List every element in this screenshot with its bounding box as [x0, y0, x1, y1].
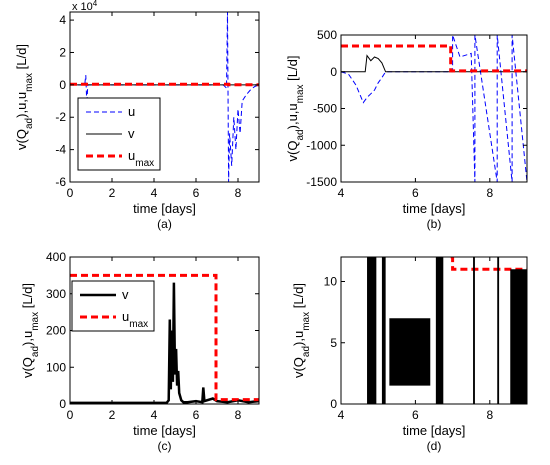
- panel-caption: (c): [158, 439, 172, 453]
- y-tick-label: -4: [55, 143, 66, 157]
- panel-c: 0 2 4 6 8 0 100 200 300 400 time [days](c) v(Qad),u…: [20, 250, 260, 453]
- v-oscillation-band: [381, 257, 386, 404]
- y-tick-label: 0: [330, 65, 337, 79]
- v-oscillation-band: [389, 318, 431, 386]
- y-tick-label: 0: [59, 397, 66, 411]
- series-v-b: [341, 54, 527, 73]
- v-oscillation-band: [473, 257, 475, 404]
- v-oscillation-band: [367, 257, 377, 404]
- y-axis-label: v(Qad),umax [L/d]: [20, 283, 41, 378]
- y-tick-label: -1500: [306, 175, 337, 189]
- x-tick-label: 6: [193, 186, 200, 200]
- y-tick-label: 4: [59, 13, 66, 27]
- x-tick-label: 6: [193, 408, 200, 422]
- x-tick-label: 0: [67, 408, 74, 422]
- x-tick-label: 4: [151, 186, 158, 200]
- y-tick-label: 5: [330, 336, 337, 350]
- legend-label-u-max: umax: [122, 309, 148, 330]
- y-tick-label: 300: [46, 287, 66, 301]
- v-oscillation-band: [497, 257, 500, 404]
- x-tick-label: 6: [412, 408, 419, 422]
- x-axis-label: time [days]: [133, 423, 196, 438]
- y-tick-label: 0: [330, 397, 337, 411]
- x-axis-label: time [days]: [403, 423, 466, 438]
- y-tick-label: -6: [55, 175, 66, 189]
- y-tick-label: -2: [55, 110, 66, 124]
- series-u-max-c: [70, 273, 259, 402]
- x-axis-label: time [days]: [403, 201, 466, 216]
- y-axis-label: v(Qad),umax [L/d]: [291, 283, 312, 378]
- legend-box: [71, 280, 155, 332]
- y-tick-label: -1000: [306, 138, 337, 152]
- series-u-max-a: [70, 82, 259, 87]
- series-u-b: [341, 35, 527, 182]
- axes-frame-a: [69, 11, 260, 183]
- x-tick-label: 4: [338, 408, 345, 422]
- panel-caption: (a): [157, 217, 172, 231]
- series-u-max-b: [341, 44, 527, 73]
- x-axis-label: time [days]: [133, 201, 196, 216]
- y-axis-label: v(Qad),u,umax [L/d]: [14, 44, 35, 150]
- y-axis-multiplier: x 104: [72, 0, 98, 13]
- legend-label-v: v: [128, 126, 135, 141]
- v-oscillation-band: [435, 257, 444, 404]
- y-tick-label: 2: [59, 45, 66, 59]
- x-tick-label: 8: [235, 408, 242, 422]
- y-tick-label: 0: [59, 78, 66, 92]
- x-tick-label: 2: [109, 186, 116, 200]
- plot-area-d: [341, 257, 527, 404]
- y-axis-label: v(Qad),u,umax [L/d]: [285, 56, 306, 162]
- plot-area-b: [341, 35, 527, 182]
- y-tick-label: 200: [46, 324, 66, 338]
- legend-c: v umax: [71, 280, 155, 332]
- y-tick-label: -500: [313, 102, 337, 116]
- y-tick-label: 10: [324, 275, 338, 289]
- x-tick-label: 6: [412, 186, 419, 200]
- y-tick-label: 100: [46, 360, 66, 374]
- x-tick-label: 8: [486, 186, 493, 200]
- legend-label-u-max: umax: [128, 148, 154, 169]
- y-tick-label: 500: [317, 28, 337, 42]
- y-tick-label: 400: [46, 250, 66, 264]
- plot-area-c: [70, 273, 259, 404]
- x-tick-label: 8: [486, 408, 493, 422]
- x-tick-label: 4: [338, 186, 345, 200]
- panel-caption: (b): [427, 217, 442, 231]
- panel-caption: (d): [427, 439, 442, 453]
- x-tick-label: 0: [67, 186, 74, 200]
- legend-label-v: v: [122, 287, 129, 302]
- x-tick-label: 8: [235, 186, 242, 200]
- panel-b: 4 6 8 -1500 -1000 -500 0 500 time [days](b) v(Qad…: [285, 28, 528, 231]
- x-tick-label: 2: [109, 408, 116, 422]
- panel-d: 4 6 8 0 5 10 time [days](d) v(Qad),umax [L/d]: [291, 256, 528, 453]
- v-oscillation-band: [510, 269, 527, 404]
- axes-frame-d: [340, 256, 528, 405]
- x-tick-label: 4: [151, 408, 158, 422]
- legend-label-u: u: [128, 104, 135, 119]
- legend-a: uv umax: [77, 97, 161, 171]
- series-u-max-d: [450, 257, 527, 271]
